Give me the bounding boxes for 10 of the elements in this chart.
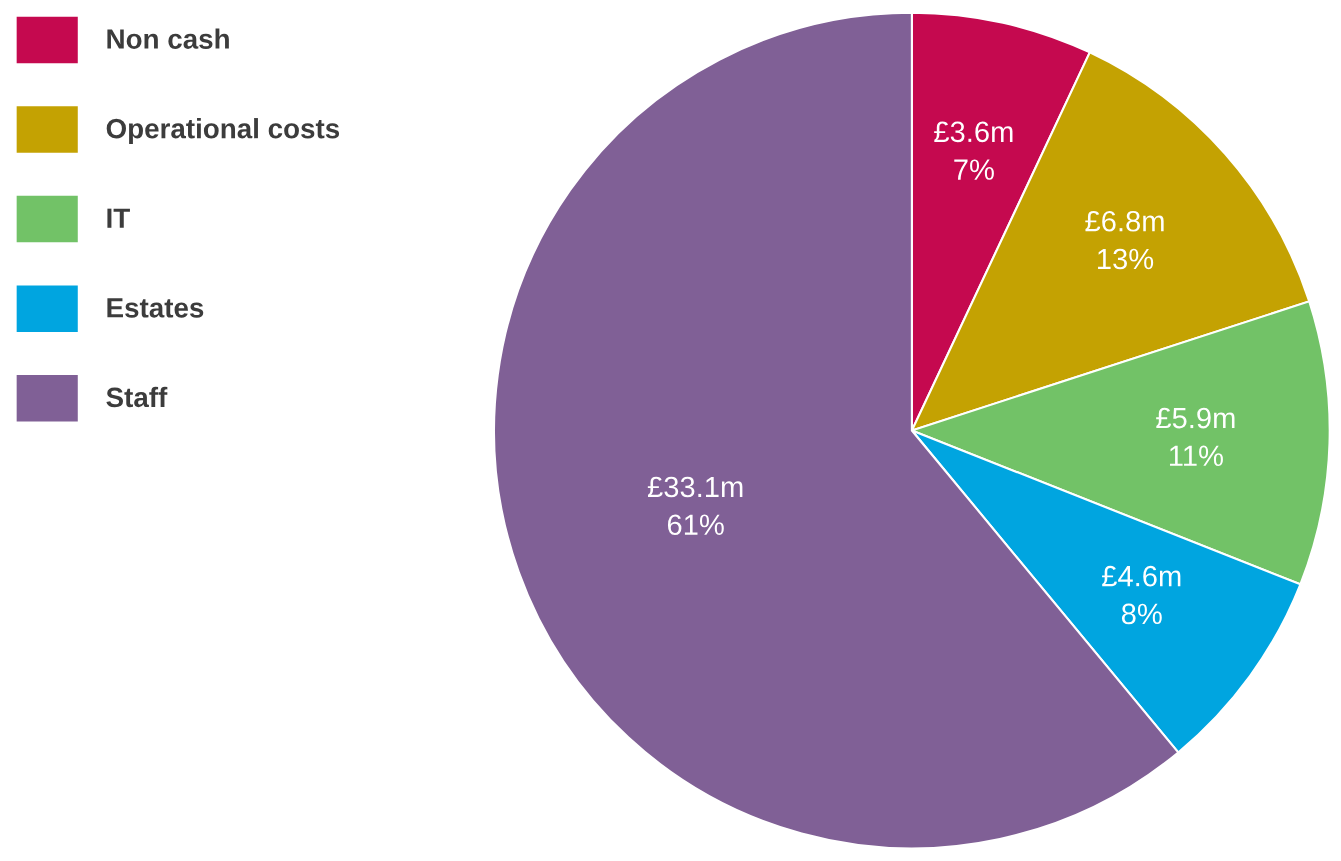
- data-label: £3.6m 7%: [934, 121, 1013, 180]
- data-label: £5.9m 11%: [1156, 407, 1235, 467]
- legend-label: IT: [107, 208, 130, 228]
- data-label: £6.8m 13%: [1085, 210, 1164, 270]
- legend-label: Operational costs: [106, 118, 340, 144]
- legend-label: Non cash: [107, 28, 229, 49]
- data-label: £4.6m 8%: [1102, 565, 1181, 625]
- data-label: £33.1m 61%: [647, 476, 743, 536]
- legend-label: Estates: [107, 298, 204, 318]
- legend-label: Staff: [106, 386, 168, 408]
